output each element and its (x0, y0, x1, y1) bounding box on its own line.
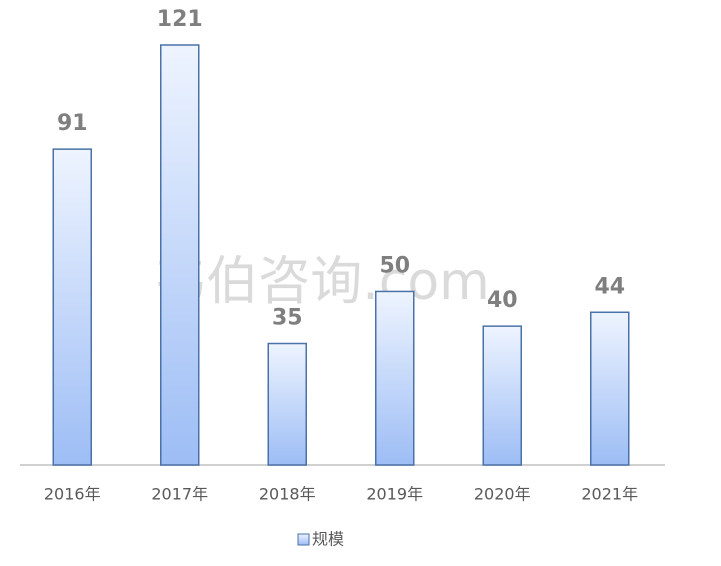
watermark: 韦伯咨询.com (154, 252, 490, 312)
bar (375, 290, 415, 466)
bar (482, 325, 522, 466)
value-label: 91 (57, 111, 88, 136)
bar (52, 148, 92, 466)
x-tick-label: 2017年 (151, 485, 208, 504)
bar (267, 342, 307, 466)
legend-swatch (297, 533, 310, 546)
x-tick-label: 2018年 (259, 485, 316, 504)
x-tick-label: 2021年 (581, 485, 638, 504)
x-tick-label: 2016年 (44, 485, 101, 504)
legend-label: 规模 (312, 530, 344, 549)
bar (160, 44, 200, 466)
x-tick-label: 2020年 (474, 485, 531, 504)
value-label: 121 (157, 7, 203, 32)
x-tick-label: 2019年 (366, 485, 423, 504)
value-label: 50 (379, 253, 410, 278)
value-label: 35 (272, 306, 303, 331)
value-label: 44 (594, 274, 625, 299)
value-label: 40 (487, 288, 518, 313)
bar (590, 311, 630, 466)
